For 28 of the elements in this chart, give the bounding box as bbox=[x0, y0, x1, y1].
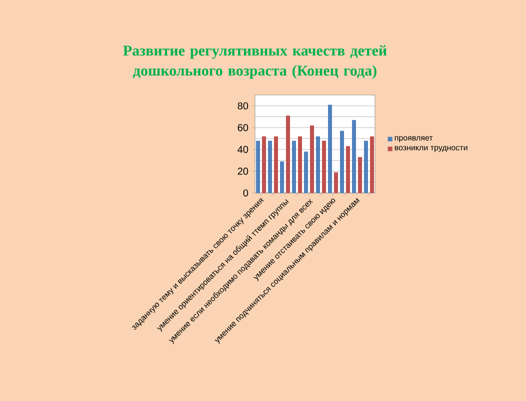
bar bbox=[256, 140, 260, 193]
y-tick-label: 0 bbox=[243, 189, 248, 197]
bar bbox=[328, 104, 332, 193]
bar bbox=[358, 157, 362, 193]
bar bbox=[370, 136, 374, 193]
y-tick-label: 60 bbox=[238, 124, 248, 132]
bar bbox=[286, 116, 290, 193]
y-tick-label: 20 bbox=[238, 168, 248, 175]
chart-title: Развитие регулятивных качеств детей дошкольного возраста (Конец года) bbox=[123, 45, 387, 79]
bar bbox=[334, 172, 338, 193]
bar bbox=[262, 136, 266, 193]
y-tick-label: 80 bbox=[238, 102, 248, 110]
bar bbox=[280, 161, 284, 193]
bar bbox=[310, 125, 314, 193]
bar bbox=[304, 152, 308, 193]
bar bbox=[316, 136, 320, 193]
bar bbox=[274, 136, 278, 193]
bar bbox=[268, 140, 272, 193]
bar bbox=[292, 140, 296, 193]
legend-label: возникли трудности bbox=[394, 146, 468, 152]
bar bbox=[364, 140, 368, 193]
y-tick-label: 40 bbox=[238, 146, 248, 153]
bar bbox=[340, 130, 344, 193]
legend-label: проявляет bbox=[394, 136, 433, 142]
bar bbox=[298, 136, 302, 193]
bar bbox=[346, 146, 350, 193]
bar bbox=[352, 120, 356, 193]
bar bbox=[322, 140, 326, 193]
